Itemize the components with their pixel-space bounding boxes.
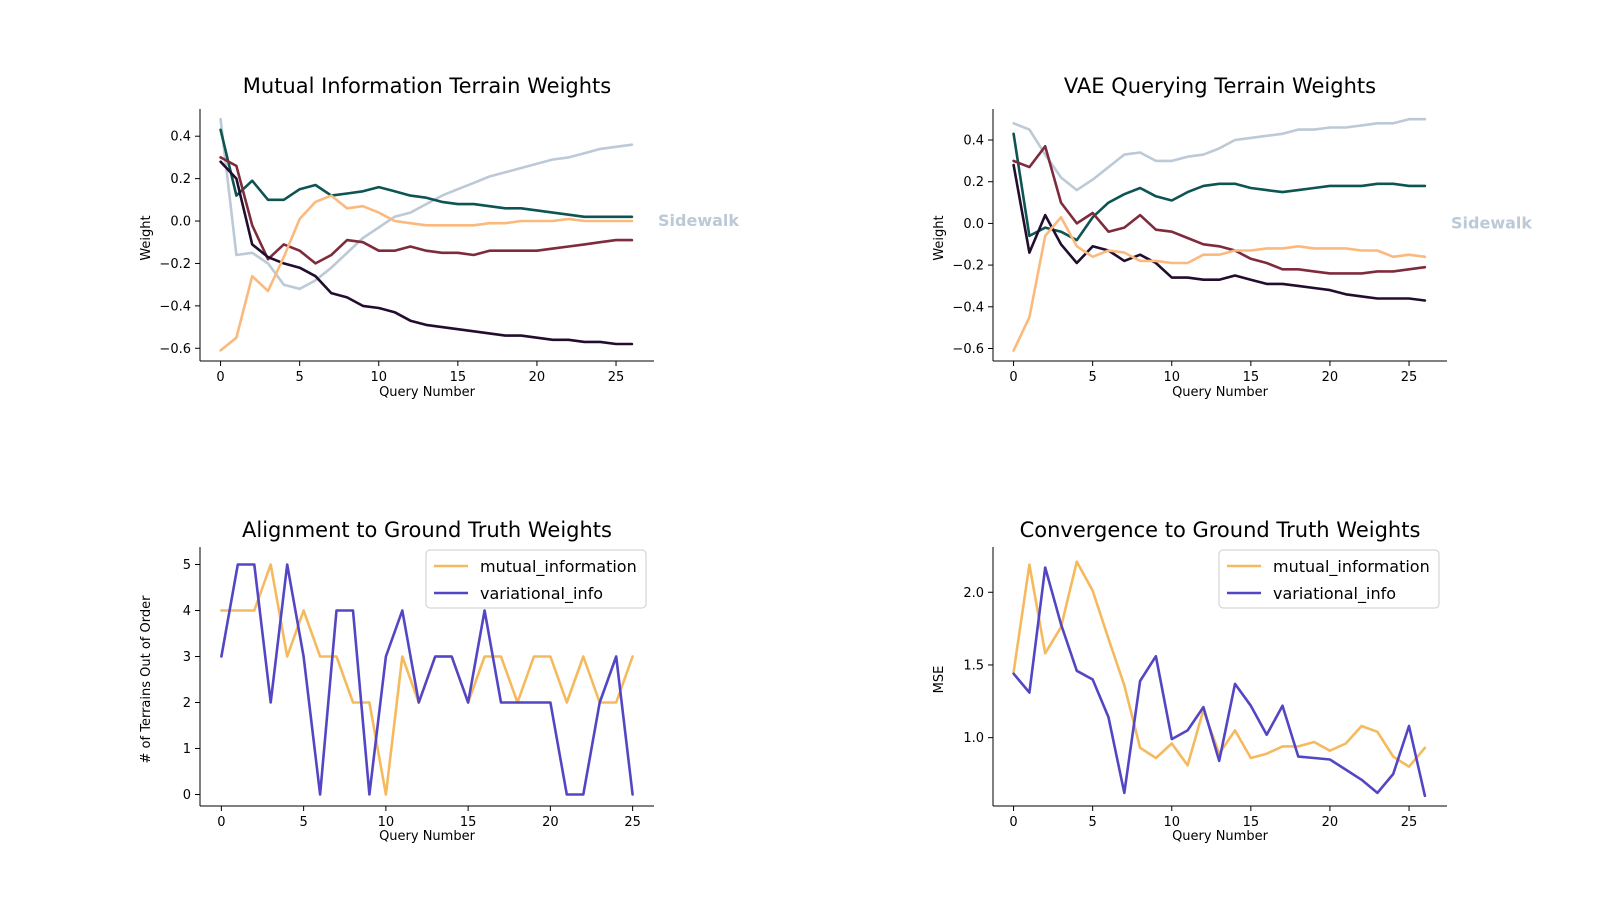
sidewalk-annotation: Sidewalk: [658, 211, 739, 230]
sidewalk-weight-line: [1012, 117, 1427, 192]
terrain-5-weight-line: [219, 194, 634, 352]
x-axis-label: Query Number: [379, 829, 476, 844]
chart-title: VAE Querying Terrain Weights: [1064, 74, 1376, 98]
x-axis-label: Query Number: [1172, 385, 1269, 400]
x-tick-label: 25: [1401, 370, 1418, 385]
y-tick-label: 3: [183, 650, 191, 665]
x-axis-label: Query Number: [1172, 829, 1269, 844]
y-axis-label: # of Terrains Out of Order: [139, 595, 154, 764]
y-tick-label: 2: [183, 696, 191, 711]
y-tick-label: 0: [183, 788, 191, 803]
vae-querying-terrain-weights-chart: 0 5 10 15 20 25 −0.6 −0.4 −0.2 0.0 0.2 0.4 VAE Query…: [932, 74, 1532, 400]
y-tick-label: 5: [183, 558, 191, 573]
mutual-information-line: [1012, 560, 1427, 769]
y-tick-label: 1.0: [963, 731, 984, 746]
sidewalk-weight-line: [219, 117, 634, 291]
x-tick-label: 0: [216, 370, 224, 385]
x-tick-label: 20: [1322, 815, 1339, 830]
x-axis-label: Query Number: [379, 385, 476, 400]
x-tick-label: 15: [1243, 370, 1260, 385]
x-tick-label: 5: [299, 815, 307, 830]
y-tick-label: 1.5: [963, 658, 984, 673]
x-tick-label: 0: [217, 815, 225, 830]
legend: mutual_information variational_info: [1218, 549, 1440, 609]
mutual-information-legend-label: mutual_information: [480, 557, 637, 577]
y-tick-label: 4: [183, 604, 191, 619]
alignment-to-ground-truth-chart: 0 5 10 15 20 25 0 1 2 3 4 5 Alignment to Ground Trut…: [139, 518, 654, 844]
legend: mutual_information variational_info: [425, 549, 647, 609]
y-tick-label: 0.4: [963, 134, 984, 149]
y-tick-label: 0.2: [170, 172, 191, 187]
x-tick-label: 20: [542, 815, 559, 830]
chart-title: Alignment to Ground Truth Weights: [242, 518, 612, 542]
x-tick-label: 15: [450, 370, 467, 385]
y-tick-label: 0.0: [170, 215, 191, 230]
mutual-information-legend-label: mutual_information: [1273, 557, 1430, 577]
chart-title: Convergence to Ground Truth Weights: [1020, 518, 1421, 542]
terrain-2-weight-line: [219, 128, 634, 219]
x-tick-label: 10: [1163, 815, 1180, 830]
x-tick-label: 15: [1243, 815, 1260, 830]
x-tick-label: 25: [608, 370, 625, 385]
variational-info-legend-label: variational_info: [480, 584, 603, 604]
x-tick-label: 20: [1322, 370, 1339, 385]
y-tick-label: 0.0: [963, 217, 984, 232]
convergence-to-ground-truth-chart: 0 5 10 15 20 25 1.0 1.5 2.0 Convergence to Ground…: [932, 518, 1447, 844]
y-axis-label: MSE: [932, 666, 947, 694]
x-tick-label: 15: [460, 815, 477, 830]
y-tick-label: −0.2: [159, 257, 191, 272]
x-tick-label: 25: [1401, 815, 1418, 830]
x-tick-label: 10: [370, 370, 387, 385]
terrain-2-weight-line: [1012, 132, 1427, 242]
x-tick-label: 5: [1089, 370, 1097, 385]
x-tick-label: 20: [529, 370, 546, 385]
sidewalk-annotation: Sidewalk: [1451, 213, 1532, 232]
x-tick-label: 5: [296, 370, 304, 385]
x-tick-label: 0: [1009, 370, 1017, 385]
y-tick-label: 0.2: [963, 175, 984, 190]
y-tick-label: 1: [183, 742, 191, 757]
y-axis-label: Weight: [932, 215, 947, 260]
mutual-information-terrain-weights-chart: 0 5 10 15 20 25 −0.6 −0.4 −0.2 0.0 0.2 0.4 Mutual In…: [139, 74, 739, 400]
y-tick-label: −0.6: [952, 342, 984, 357]
y-tick-label: 2.0: [963, 586, 984, 601]
legend-box: [425, 549, 647, 609]
variational-info-line: [220, 563, 634, 796]
x-tick-label: 10: [378, 815, 395, 830]
terrain-4-weight-line: [1012, 163, 1427, 302]
variational-info-line: [1012, 566, 1427, 798]
x-tick-label: 5: [1089, 815, 1097, 830]
y-tick-label: −0.2: [952, 259, 984, 274]
y-tick-label: −0.4: [952, 300, 984, 315]
terrain-3-weight-line: [1012, 145, 1427, 275]
variational-info-legend-label: variational_info: [1273, 584, 1396, 604]
legend-box: [1218, 549, 1440, 609]
chart-title: Mutual Information Terrain Weights: [243, 74, 611, 98]
y-tick-label: −0.6: [159, 342, 191, 357]
y-axis-label: Weight: [139, 215, 154, 260]
x-tick-label: 10: [1163, 370, 1180, 385]
y-tick-label: 0.4: [170, 130, 191, 145]
x-tick-label: 25: [624, 815, 641, 830]
y-tick-label: −0.4: [159, 299, 191, 314]
terrain-4-weight-line: [219, 160, 634, 346]
x-tick-label: 0: [1009, 815, 1017, 830]
terrain-5-weight-line: [1012, 215, 1427, 352]
terrain-3-weight-line: [219, 156, 634, 265]
